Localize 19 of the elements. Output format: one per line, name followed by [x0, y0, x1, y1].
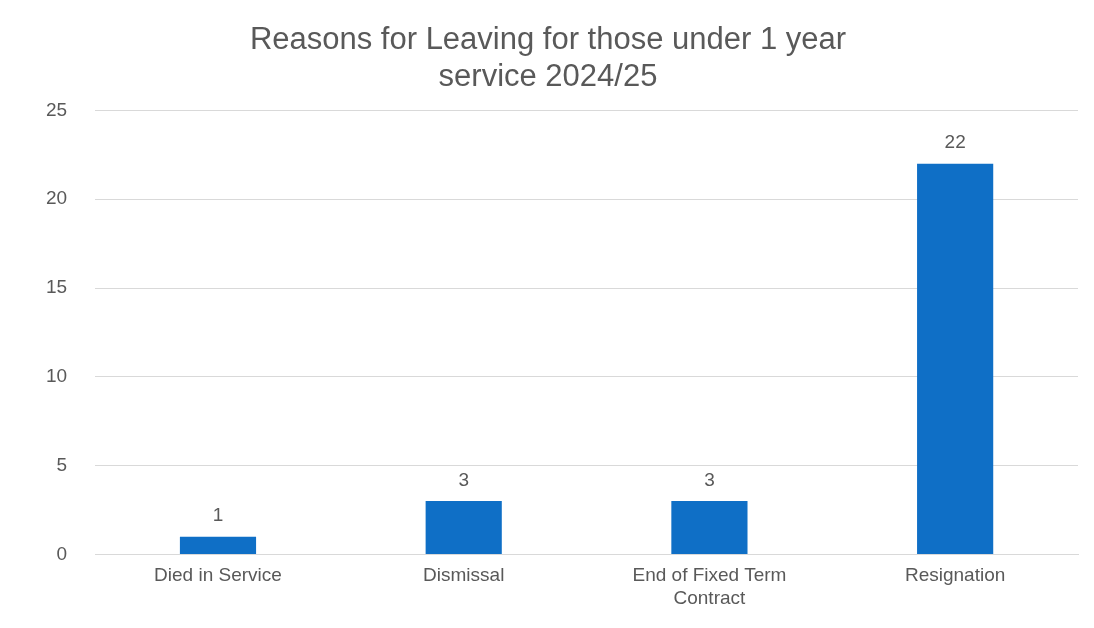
x-tick-label: Resignation	[904, 564, 1006, 586]
chart-title: Reasons for Leaving for those under 1 year service 2024/25	[249, 21, 847, 94]
y-tick-label: 10	[45, 365, 68, 387]
y-tick-label: 20	[45, 187, 68, 209]
y-tick-label: 25	[45, 98, 68, 120]
x-tick-label: Died in Service	[154, 564, 282, 586]
y-tick-label: 5	[56, 453, 68, 475]
data-label: 1	[212, 504, 224, 526]
x-tick-label: Dismissal	[423, 564, 505, 586]
bar	[917, 163, 994, 554]
bar	[671, 501, 748, 554]
data-label: 3	[458, 468, 469, 490]
bar	[179, 536, 257, 554]
bar	[425, 501, 502, 554]
x-tick-label: End of Fixed Term Contract	[632, 564, 787, 608]
data-label: 22	[944, 131, 966, 153]
y-tick-label: 0	[56, 542, 68, 564]
data-label: 3	[704, 468, 715, 490]
y-tick-label: 15	[45, 276, 68, 298]
